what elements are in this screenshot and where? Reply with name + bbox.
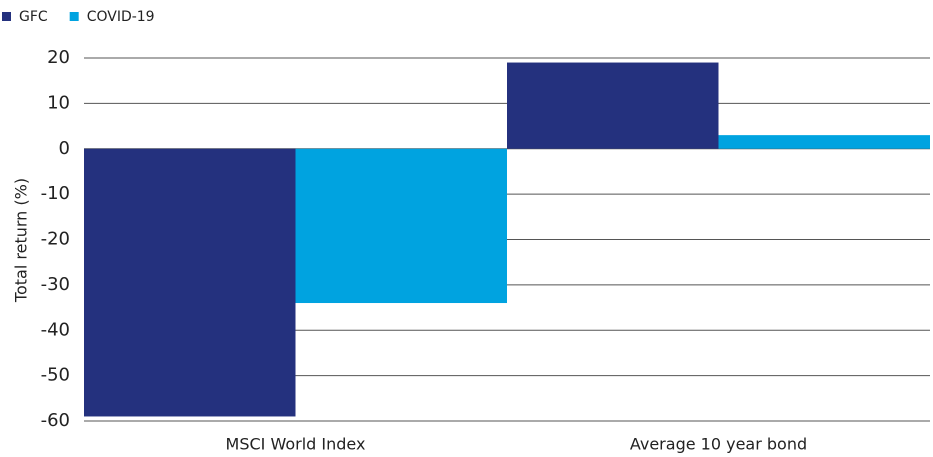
legend-label: COVID-19	[87, 9, 155, 25]
legend-label: GFC	[19, 9, 48, 25]
x-tick-label: Average 10 year bond	[630, 435, 807, 454]
y-tick-label: -40	[41, 319, 70, 340]
y-tick-label: -50	[41, 365, 70, 386]
legend-swatch	[69, 12, 79, 21]
y-tick-label: 10	[47, 92, 70, 113]
y-tick-label: 20	[47, 47, 70, 68]
bar	[295, 148, 507, 304]
x-tick-label: MSCI World Index	[226, 435, 366, 454]
y-tick-label: -20	[41, 229, 70, 250]
bar	[507, 62, 719, 149]
y-tick-label: -30	[41, 274, 70, 295]
y-tick-label: 0	[59, 138, 70, 159]
legend-swatch	[2, 12, 11, 21]
bar	[718, 135, 930, 149]
y-axis-title: Total return (%)	[12, 178, 31, 303]
bar	[84, 148, 296, 417]
y-tick-label: -10	[41, 183, 70, 204]
y-tick-label: -60	[41, 410, 70, 431]
